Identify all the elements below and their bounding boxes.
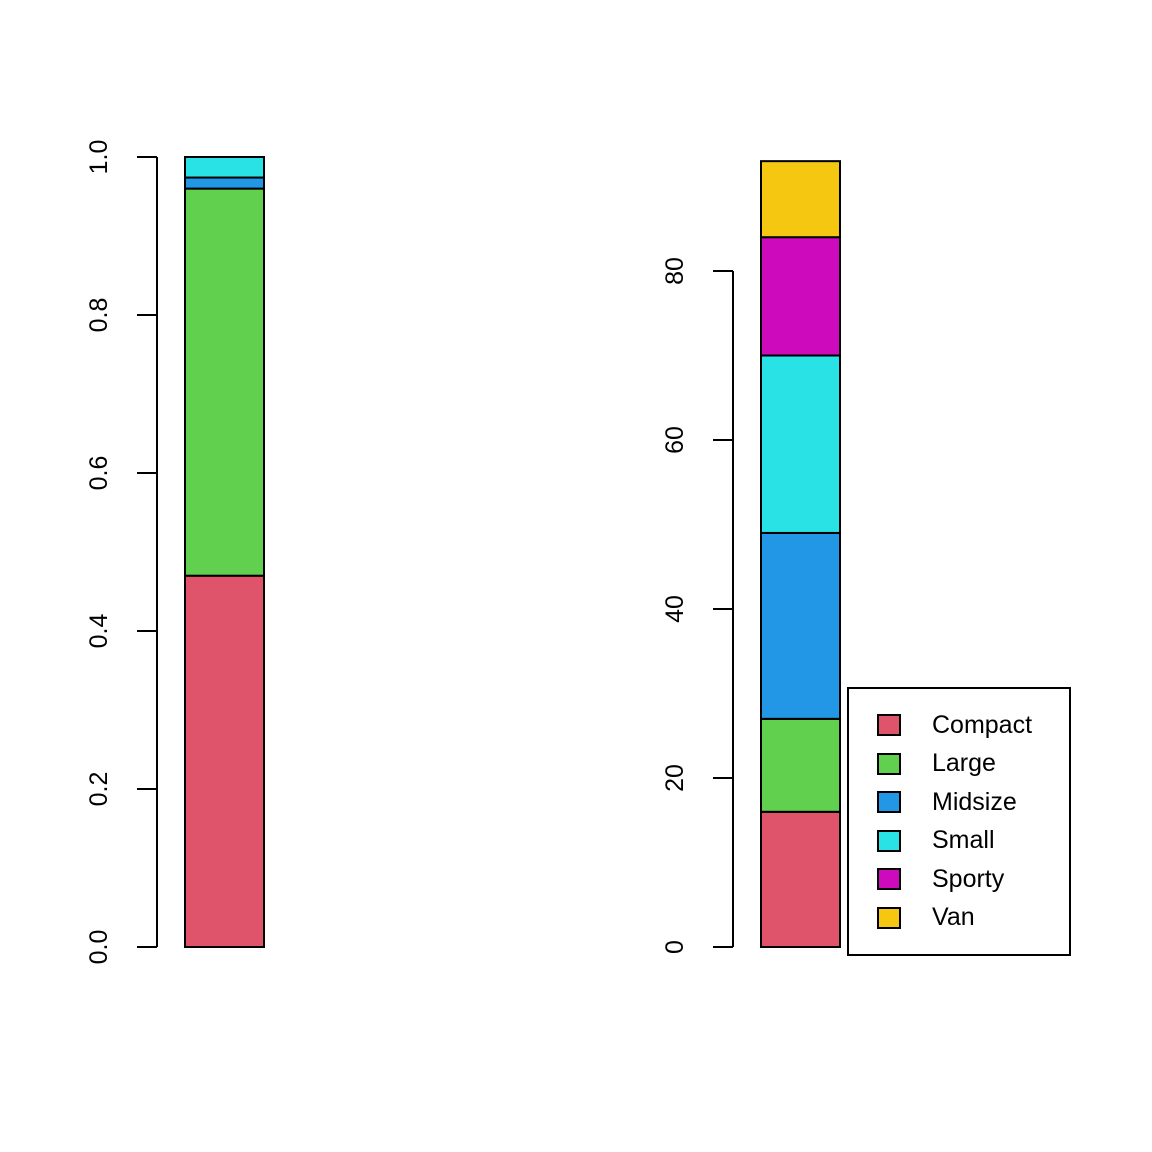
legend: Compact Large Midsize Small Sporty Van [847,687,1071,956]
legend-label: Sporty [932,864,1005,893]
bar-segment-large [760,717,841,813]
y-axis-tick-label: 0 [661,940,689,954]
y-axis-tick-label: 0.4 [85,614,113,649]
legend-item-compact: Compact [877,706,1069,745]
legend-label: Large [932,749,996,778]
bar-segment-midsize [760,531,841,720]
bar-segment-small [760,354,841,534]
legend-swatch-midsize [877,791,901,814]
counts-chart: 0 20 40 60 80 [661,160,841,954]
y-axis-tick-label: 1.0 [85,140,113,175]
legend-item-van: Van [877,899,1069,938]
legend-label: Midsize [932,787,1017,816]
legend-swatch-small [877,829,901,852]
y-axis-tick-label: 0.6 [85,456,113,491]
legend-swatch-van [877,906,901,929]
legend-item-small: Small [877,822,1069,861]
legend-swatch-sporty [877,868,901,891]
bar-segment-large [184,187,265,577]
bar-segment-midsize [184,176,265,190]
y-axis-tick-label: 40 [661,595,689,623]
bar-segment-van [760,160,841,239]
y-axis-tick-label: 80 [661,257,689,285]
bar-segment-compact [760,810,841,948]
legend-item-large: Large [877,745,1069,784]
legend-swatch-compact [877,714,901,737]
bar-segment-compact [184,574,265,948]
y-axis-tick-label: 60 [661,426,689,454]
y-axis-tick-label: 0.0 [85,930,113,965]
bar-segment-sporty [760,236,841,357]
y-axis-tick-label: 0.8 [85,298,113,333]
legend-swatch-large [877,752,901,775]
proportions-chart: 0.0 0.2 0.4 0.6 0.8 1.0 [85,140,265,965]
legend-label: Compact [932,710,1033,739]
legend-label: Van [932,903,975,932]
y-axis-tick-label: 20 [661,764,689,792]
bar-segment-small [184,156,265,179]
legend-item-sporty: Sporty [877,860,1069,899]
legend-item-midsize: Midsize [877,783,1069,822]
legend-label: Small [932,826,995,855]
y-axis-tick-label: 0.2 [85,772,113,807]
